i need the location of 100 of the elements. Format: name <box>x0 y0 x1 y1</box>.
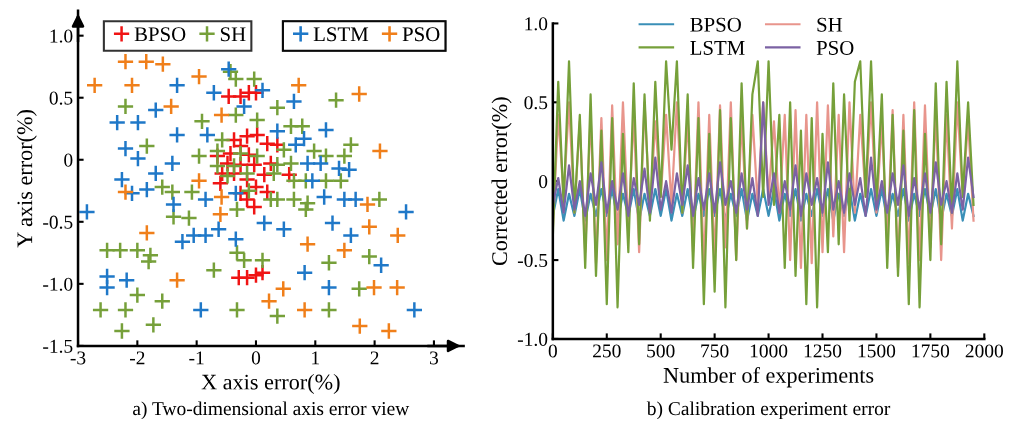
point <box>212 188 231 206</box>
x-tick-label: 2 <box>370 351 379 365</box>
point <box>350 85 369 103</box>
point <box>317 121 335 139</box>
point <box>298 235 317 254</box>
legend-label: PSO <box>816 40 854 55</box>
y-tick-label: 1.0 <box>525 17 548 31</box>
y-tick-label: -1.5 <box>43 339 73 353</box>
legend-label: PSO <box>402 27 440 42</box>
y-tick-label: 0 <box>64 153 73 167</box>
point <box>255 214 274 232</box>
x-tick-label: 1 <box>312 351 319 365</box>
point <box>153 55 172 74</box>
legend-label: SH <box>817 17 843 32</box>
point <box>342 226 360 245</box>
x-tick-label: -1 <box>189 351 204 365</box>
line-series <box>552 60 975 309</box>
y-tick-label: 0.5 <box>524 96 548 110</box>
point <box>274 279 293 298</box>
point <box>323 214 342 232</box>
point <box>190 67 208 86</box>
line-series <box>552 101 975 218</box>
point <box>204 83 223 102</box>
point <box>226 184 245 203</box>
x-tick-label: 1250 <box>804 344 842 358</box>
x-axis-title: X axis error(%) <box>201 373 340 395</box>
point <box>405 301 424 319</box>
point <box>295 301 314 319</box>
point <box>340 160 358 179</box>
point <box>164 195 183 214</box>
y-tick-label: -0.5 <box>517 253 548 268</box>
point <box>212 106 231 124</box>
text: b) Calibration experiment error <box>646 401 891 420</box>
point <box>253 81 272 100</box>
y-axis-title: Corrected error(%) <box>491 97 512 266</box>
point <box>196 226 215 245</box>
x-tick-label: -3 <box>70 351 86 365</box>
point <box>258 134 277 153</box>
point <box>295 263 314 282</box>
point <box>289 76 308 95</box>
x-tick-label: 3 <box>430 351 439 365</box>
x-tick-label: 1750 <box>912 344 950 358</box>
point <box>260 292 278 311</box>
point <box>85 76 104 95</box>
point <box>168 76 186 95</box>
point <box>303 171 322 190</box>
point <box>78 202 96 221</box>
point <box>98 278 116 297</box>
point <box>346 190 365 209</box>
point <box>397 202 415 221</box>
point <box>163 154 182 173</box>
point <box>335 241 354 260</box>
y-tick-label: 0 <box>539 175 548 189</box>
y-axis-title: Y axis error(%) <box>16 110 37 248</box>
point <box>196 190 215 209</box>
point <box>235 97 254 116</box>
point <box>285 92 303 111</box>
point <box>330 159 348 178</box>
point <box>191 301 210 319</box>
legend-label: LSTM <box>690 40 745 55</box>
point <box>211 205 230 224</box>
point <box>226 230 245 249</box>
point <box>129 113 147 132</box>
x-axis-title: Number of experiments <box>663 367 874 388</box>
point <box>116 139 135 158</box>
point <box>360 217 379 236</box>
point <box>372 256 391 275</box>
point <box>123 76 141 95</box>
point <box>245 155 264 174</box>
point <box>137 180 156 199</box>
x-tick-label: 750 <box>701 344 729 358</box>
y-tick-label: 0.5 <box>49 91 73 105</box>
point <box>238 268 256 287</box>
point <box>388 278 407 297</box>
point <box>129 149 147 168</box>
point <box>274 220 293 239</box>
x-tick-label: 2000 <box>965 344 1003 358</box>
legend-label: LSTM <box>313 27 369 42</box>
x-tick-label: -2 <box>129 351 145 365</box>
point <box>113 170 131 189</box>
point <box>117 271 136 290</box>
y-tick-label: -1.0 <box>43 277 73 291</box>
point <box>248 126 267 144</box>
point <box>198 126 217 144</box>
point <box>245 198 264 216</box>
point <box>315 188 334 206</box>
point <box>137 52 156 71</box>
point <box>168 271 186 290</box>
point <box>365 278 383 297</box>
point <box>116 52 135 71</box>
y-tick-label: -1.0 <box>517 332 548 346</box>
point <box>168 126 186 144</box>
point <box>162 97 181 116</box>
point <box>320 278 338 297</box>
legend-label: BPSO <box>690 17 741 32</box>
point <box>108 113 127 132</box>
point <box>268 122 287 141</box>
x-tick-label: 0 <box>548 344 557 358</box>
point <box>358 195 377 214</box>
x-tick-label: 1500 <box>858 344 896 358</box>
